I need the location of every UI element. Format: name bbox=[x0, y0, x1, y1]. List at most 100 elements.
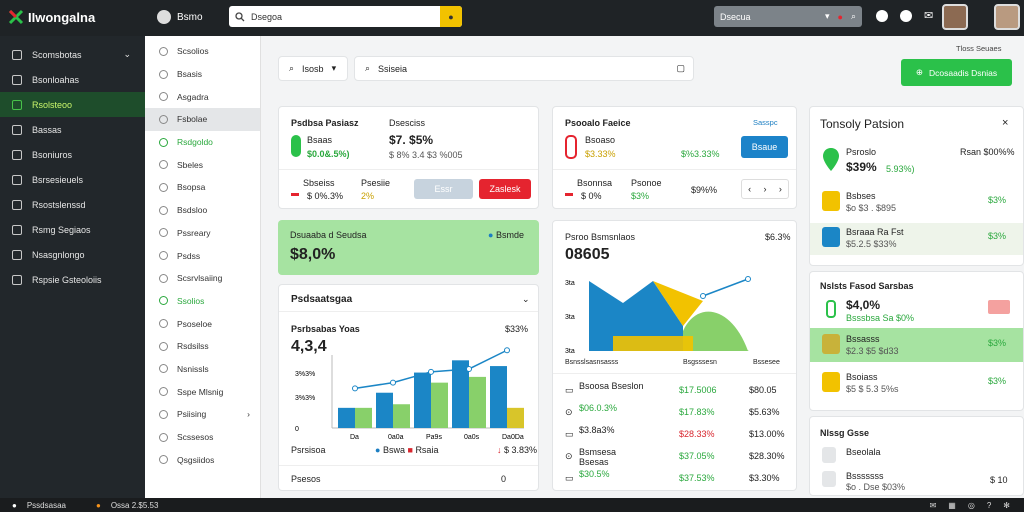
red-badge[interactable] bbox=[988, 300, 1010, 314]
row-icon: ⊙ bbox=[565, 407, 573, 417]
status-icons: ✉ ▦ ◎? ✻ bbox=[930, 501, 1010, 510]
notification-icon[interactable] bbox=[876, 9, 888, 22]
mail-icon[interactable]: ✉ bbox=[924, 10, 934, 22]
sidebar-item[interactable]: Bassas bbox=[0, 117, 145, 142]
filter-select[interactable]: ⌕ Isosb ▾ bbox=[278, 56, 348, 81]
app-logo[interactable]: IIwongalna bbox=[8, 9, 95, 25]
subnav-item[interactable]: Fsbolae bbox=[145, 108, 260, 131]
item-sub: $5.2.5 $33% bbox=[846, 239, 897, 249]
subnav-item[interactable]: Psiising › bbox=[145, 403, 260, 426]
subnav-item[interactable]: Bsasis bbox=[145, 63, 260, 86]
subnav-item[interactable]: Pssreary bbox=[145, 222, 260, 245]
sidebar-item-label: Rspsie Gsteoloiis bbox=[32, 274, 102, 285]
layers-icon bbox=[12, 124, 22, 135]
pay-button[interactable]: Bsaue bbox=[741, 136, 788, 158]
chevron-right-icon[interactable]: › bbox=[247, 409, 250, 420]
subnav-item[interactable]: Scsolios bbox=[145, 40, 260, 63]
subnav-item[interactable]: Qsgsiidos bbox=[145, 448, 260, 471]
subnav-item-label: Asgadra bbox=[177, 91, 209, 102]
sidebar: Scomsbotas ⌄ Bsonloahas Rsolsteoo Bassas Bson… bbox=[0, 36, 145, 498]
subnav-item[interactable]: Scssesos bbox=[145, 426, 260, 449]
sidebar-item-label: Nsasgnlongo bbox=[32, 249, 85, 260]
top-bar: IIwongalna Bsmo Dsegoa ● Dsecua ▾ ● ⌕ ✉ bbox=[0, 0, 1024, 36]
sidebar-item[interactable]: Rspsie Gsteoloiis bbox=[0, 267, 145, 292]
subnav-item[interactable]: Psoseloe bbox=[145, 312, 260, 335]
item-name: Bsssssss bbox=[846, 471, 884, 481]
sidebar-item[interactable]: Bsonloahas bbox=[0, 67, 145, 92]
subnav-item-label: Psdss bbox=[177, 250, 201, 261]
chart-bottom-left: Psrsisoa bbox=[291, 445, 326, 455]
subnav-item[interactable]: Bsdsloo bbox=[145, 199, 260, 222]
y-tick: 3ta bbox=[565, 314, 575, 321]
chevron-down-icon[interactable]: ⌄ bbox=[123, 49, 131, 59]
bar-series-2 bbox=[469, 376, 486, 428]
item-name: Bsbses bbox=[846, 191, 876, 201]
user-avatar[interactable] bbox=[942, 4, 968, 30]
subnav-item[interactable]: Sspe Mlsnig bbox=[145, 380, 260, 403]
delete-button[interactable]: Zaslesk bbox=[479, 179, 531, 199]
sidebar-item[interactable]: Scomsbotas ⌄ bbox=[0, 42, 145, 67]
right-panel-title: Tonsoly Patsion bbox=[820, 117, 905, 131]
pager-next-button[interactable]: › bbox=[778, 184, 782, 194]
primary-action-button[interactable]: ⊕ Dcosaadis Dsnias bbox=[901, 59, 1012, 86]
area-x-right: Bssesee bbox=[753, 359, 780, 366]
sidebar-item[interactable]: Rsmg Segiaos bbox=[0, 217, 145, 242]
bar-series-1 bbox=[490, 366, 507, 428]
payment-value: $3.33% bbox=[585, 149, 616, 159]
top-dropdown[interactable]: Dsecua ▾ ● ⌕ bbox=[714, 6, 862, 27]
chart-subtitle: Psrbsabas Yoas bbox=[291, 324, 360, 334]
sidebar-item[interactable]: Rsostslenssd bbox=[0, 192, 145, 217]
settings-icon[interactable]: ✻ bbox=[1003, 500, 1010, 510]
search-submit-button[interactable]: ● bbox=[440, 6, 462, 27]
search-input[interactable]: Dsegoa bbox=[251, 11, 283, 22]
subnav-item[interactable]: Scsrvlsaiing bbox=[145, 267, 260, 290]
chevron-down-icon[interactable]: ⌄ bbox=[522, 294, 530, 304]
area-row-right: $5.63% bbox=[749, 407, 780, 417]
mail-icon[interactable]: ✉ bbox=[929, 500, 937, 510]
subnav-item[interactable]: Nsnissls bbox=[145, 358, 260, 381]
pager-prev-button[interactable]: ‹ bbox=[748, 184, 752, 194]
filter-search-input[interactable]: ⌕ Ssiseia ▢ bbox=[354, 56, 694, 81]
search-icon-small[interactable]: ⌕ bbox=[850, 11, 856, 21]
subnav-item[interactable]: Psdss bbox=[145, 244, 260, 267]
nav-icon bbox=[159, 432, 168, 442]
subnav-item[interactable]: Rsdsilss bbox=[145, 335, 260, 358]
sidebar-item[interactable]: Bsoniuros bbox=[0, 142, 145, 167]
help-icon[interactable] bbox=[900, 9, 912, 22]
row2-label2: Psesiie bbox=[361, 178, 391, 188]
pager[interactable]: ‹ › › bbox=[741, 179, 789, 199]
search-bar[interactable]: Dsegoa ● bbox=[229, 6, 462, 27]
subnav-item[interactable]: Ssolios bbox=[145, 290, 260, 313]
sidebar-item[interactable]: Bsrsesieuels bbox=[0, 167, 145, 192]
account-card-title: Psdbsa Pasiasz bbox=[291, 118, 359, 128]
chart-panel-title: Psdsaatsgaa bbox=[291, 294, 353, 305]
subnav-item[interactable]: Sbeles bbox=[145, 153, 260, 176]
nav-icon bbox=[159, 319, 168, 329]
banner-label: Dsuaaba d Seudsa bbox=[290, 230, 367, 240]
pager-mid-button[interactable]: › bbox=[763, 184, 767, 194]
sidebar-item[interactable]: Rsolsteoo bbox=[0, 92, 145, 117]
subnav-item[interactable]: Rsdgoldo bbox=[145, 131, 260, 154]
payment-badge[interactable]: Sasspc bbox=[753, 118, 778, 127]
item-swatch bbox=[822, 227, 840, 247]
account-card: Psdbsa Pasiasz Bsaas $0.0&.5%) Dsesciss … bbox=[278, 106, 539, 209]
sidebar-item[interactable]: Nsasgnlongo bbox=[0, 242, 145, 267]
secondary-nav: Scsolios Bsasis Asgadra Fsbolae Rsdgoldo Sbel… bbox=[145, 36, 261, 498]
subnav-item[interactable]: Bsopsa bbox=[145, 176, 260, 199]
col2-value: $7. $5% bbox=[389, 133, 434, 147]
item-swatch bbox=[822, 447, 836, 463]
row2-value2: $3% bbox=[631, 191, 650, 201]
workspace-switcher[interactable]: Bsmo bbox=[157, 10, 203, 24]
close-icon[interactable]: × bbox=[1002, 117, 1009, 129]
sidebar-item-label: Rsmg Segiaos bbox=[32, 224, 91, 235]
secondary-button[interactable]: Essr bbox=[414, 179, 473, 199]
sidebar-item-label: Bsoniuros bbox=[32, 149, 73, 160]
area-row-right: $3.30% bbox=[749, 473, 780, 483]
profile-avatar[interactable] bbox=[994, 4, 1020, 30]
grid-icon[interactable]: ▦ bbox=[948, 500, 956, 510]
subnav-item[interactable]: Asgadra bbox=[145, 85, 260, 108]
globe-icon[interactable]: ◎ bbox=[967, 500, 975, 510]
subnav-item-label: Scsolios bbox=[177, 46, 209, 57]
location-pin-icon bbox=[823, 148, 839, 171]
help-icon[interactable]: ? bbox=[986, 500, 992, 510]
